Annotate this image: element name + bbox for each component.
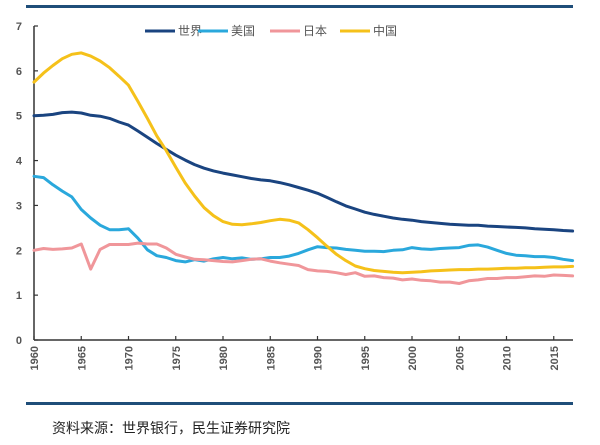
x-tick-label: 2000 (407, 346, 419, 370)
legend-label: 美国 (231, 24, 255, 38)
y-tick-label: 0 (16, 335, 22, 347)
y-tick-label: 7 (16, 21, 22, 33)
top-rule (26, 5, 573, 8)
x-tick-label: 2005 (454, 346, 466, 370)
series-line-2 (32, 241, 575, 285)
axes (33, 26, 573, 341)
source-note: 资料来源：世界银行，民生证券研究院 (52, 421, 290, 437)
series-line-0 (32, 110, 575, 233)
series-group (32, 51, 575, 285)
legend: 世界 美国 日本 中国 (145, 23, 397, 38)
x-tick-label: 1965 (76, 346, 88, 370)
x-tick-label: 1970 (124, 346, 136, 370)
x-tick-label: 2015 (549, 346, 561, 370)
legend-label: 中国 (373, 23, 397, 38)
x-tick-label: 1990 (313, 346, 325, 370)
x-tick-label: 1975 (171, 346, 183, 370)
x-tick-label: 1985 (265, 346, 277, 370)
x-tick-label: 1980 (218, 346, 230, 370)
y-tick-label: 2 (16, 245, 22, 257)
x-tick-label: 2010 (502, 346, 514, 370)
line-chart: 0 1 2 3 4 5 6 7 1960 1965 1970 1975 1980 1985 1990 199… (16, 21, 575, 370)
x-ticks: 1960 1965 1970 1975 1980 1985 1990 1995 2000 2005… (29, 336, 561, 370)
y-tick-label: 3 (16, 200, 22, 212)
x-tick-label: 1960 (29, 346, 41, 370)
y-tick-label: 1 (16, 290, 22, 302)
legend-label: 日本 (303, 24, 327, 38)
bottom-rule (26, 402, 573, 405)
series-line-3 (32, 51, 575, 275)
legend-label: 世界 (178, 24, 202, 38)
x-tick-label: 1995 (360, 346, 372, 370)
series-line-1 (32, 174, 575, 264)
y-tick-label: 6 (16, 66, 22, 78)
y-tick-label: 5 (16, 111, 22, 123)
y-tick-label: 4 (16, 156, 23, 168)
